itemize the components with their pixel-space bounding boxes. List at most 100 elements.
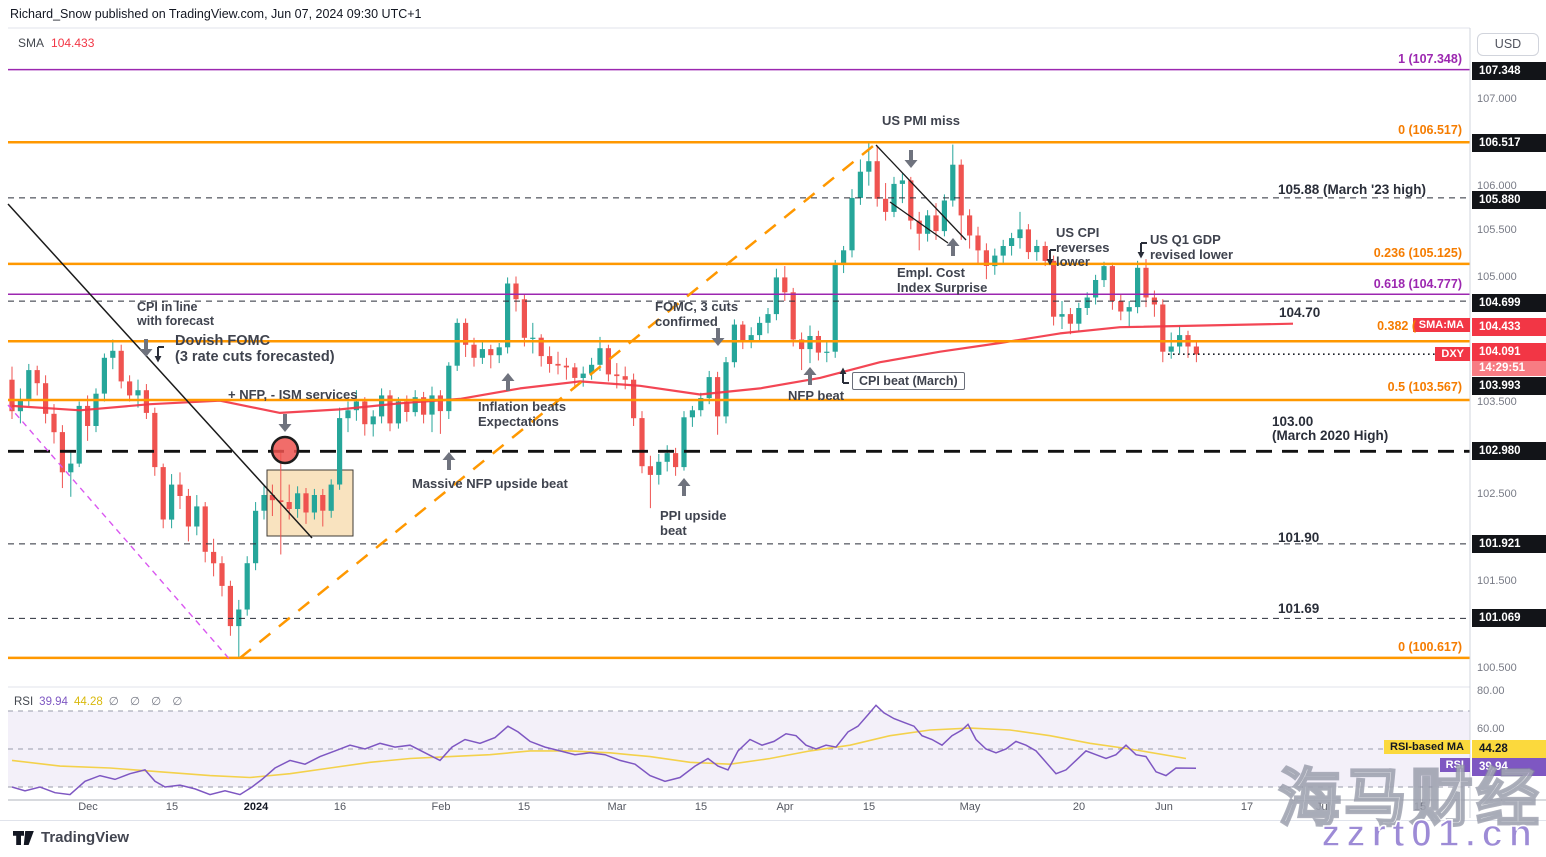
- key-level-label: 105.88 (March '23 high): [1278, 182, 1427, 197]
- candle-body: [614, 374, 620, 377]
- rsi-legend: RSI 39.94 44.28 ∅ ∅ ∅ ∅: [14, 694, 186, 708]
- price-axis-badge: 106.517: [1472, 134, 1546, 152]
- candle-body: [295, 493, 301, 509]
- candle-body: [1168, 346, 1174, 352]
- candle-body: [563, 365, 569, 368]
- candle-body: [421, 397, 427, 415]
- candle-body: [656, 461, 662, 475]
- candle-body: [580, 373, 586, 378]
- sma-line: [11, 322, 1294, 414]
- candle-body: [328, 484, 334, 511]
- key-level-label: 103.00 (March 2020 High): [1272, 414, 1389, 443]
- candle-body: [967, 215, 973, 236]
- candle-body: [278, 500, 284, 502]
- price-axis-tick: 106.000: [1477, 180, 1517, 192]
- candle-body: [345, 410, 351, 419]
- candle-body: [589, 364, 595, 374]
- trend-line[interactable]: [7, 404, 233, 663]
- time-axis-label: Jun: [1155, 801, 1173, 813]
- price-axis-badge: 103.993: [1472, 377, 1546, 395]
- price-axis-badge: 102.980: [1472, 442, 1546, 460]
- candle-body: [496, 347, 502, 356]
- rsi-ma-line: [11, 727, 1187, 779]
- fib-level-label: 0.618 (104.777): [1373, 277, 1462, 291]
- time-axis-label: Mar: [607, 801, 627, 813]
- price-axis-badge: 107.348: [1472, 62, 1546, 80]
- fib-level-label: 0.5 (103.567): [1387, 380, 1462, 394]
- series-label-chip: DXY: [1435, 347, 1470, 361]
- candle-body: [1025, 229, 1031, 253]
- candle-body: [169, 484, 175, 520]
- candle-body: [1109, 266, 1115, 302]
- price-axis-badge: 104.091: [1472, 343, 1546, 361]
- time-axis-label: Jul: [1315, 801, 1331, 813]
- arrow-down-icon: [904, 150, 918, 168]
- candle-body: [1118, 301, 1124, 312]
- candle-body: [673, 453, 679, 468]
- bracket-down-arrowhead: [1046, 259, 1054, 266]
- candle-body: [647, 466, 653, 475]
- chart-annotation: US Q1 GDP revised lower: [1150, 232, 1234, 262]
- chart-annotation: FOMC, 3 cuts confirmed: [655, 299, 739, 329]
- candle-body: [261, 495, 267, 511]
- time-axis-label: Apr: [776, 801, 794, 813]
- chart-annotation: US CPI reverses lower: [1056, 225, 1110, 270]
- candle-body: [622, 376, 628, 380]
- publish-title: Richard_Snow published on TradingView.co…: [10, 7, 422, 21]
- watermark-cn: 海马财经: [1277, 763, 1542, 835]
- trend-line[interactable]: [889, 201, 949, 244]
- candle-body: [152, 412, 158, 468]
- key-level-label: 101.69: [1278, 601, 1320, 616]
- candle-body: [185, 495, 191, 527]
- candle-body: [505, 283, 511, 348]
- candle-body: [1059, 314, 1065, 317]
- arrow-up-icon: [677, 478, 691, 496]
- candle-body: [547, 356, 553, 364]
- series-label-chip: SMA:MA: [1412, 318, 1470, 332]
- candle-body: [353, 401, 359, 411]
- circle-marker[interactable]: [270, 435, 300, 465]
- candle-body: [555, 363, 561, 366]
- price-axis-tick: 103.500: [1477, 396, 1517, 408]
- candle-body: [311, 495, 317, 513]
- candle-body: [1067, 314, 1073, 324]
- price-axis-badge: 44.28: [1472, 740, 1546, 758]
- candle-body: [950, 164, 956, 201]
- price-axis-tick: 107.000: [1477, 93, 1517, 105]
- chart-annotation: US PMI miss: [882, 113, 961, 128]
- candle-body: [177, 484, 183, 496]
- candle-body: [605, 348, 611, 375]
- price-axis-tick: 101.500: [1477, 575, 1517, 587]
- candle-body: [513, 283, 519, 300]
- arrow-up-icon: [803, 367, 817, 385]
- time-axis-label: 2024: [243, 801, 269, 813]
- time-axis-label: Feb: [431, 801, 451, 813]
- rsi-legend-empty-values: ∅ ∅ ∅ ∅: [108, 696, 187, 708]
- candle-body: [1160, 304, 1166, 352]
- currency-selector-button[interactable]: USD: [1477, 33, 1539, 56]
- candle-body: [303, 493, 309, 513]
- candle-body: [135, 390, 141, 396]
- candle-body: [202, 506, 208, 552]
- tradingview-logo[interactable]: TradingView: [13, 829, 129, 846]
- trend-line[interactable]: [7, 203, 313, 539]
- arrow-up-icon: [501, 373, 515, 391]
- candle-body: [320, 495, 326, 511]
- candle-body: [572, 367, 578, 378]
- candle-body: [34, 370, 40, 384]
- candle-body: [975, 235, 981, 251]
- candle-body: [933, 215, 939, 232]
- price-axis-tick: 80.00: [1477, 685, 1505, 697]
- trend-line[interactable]: [875, 144, 967, 241]
- arrow-down-icon: [139, 339, 153, 357]
- candle-body: [521, 299, 527, 338]
- trend-line[interactable]: [239, 141, 879, 659]
- fib-level-label: 0.236 (105.125): [1373, 246, 1462, 260]
- price-axis-tick: 105.500: [1477, 224, 1517, 236]
- price-axis-tick: 105.000: [1477, 271, 1517, 283]
- candle-body: [387, 395, 393, 424]
- candle-body: [429, 395, 435, 415]
- footer-bar: [0, 820, 1546, 857]
